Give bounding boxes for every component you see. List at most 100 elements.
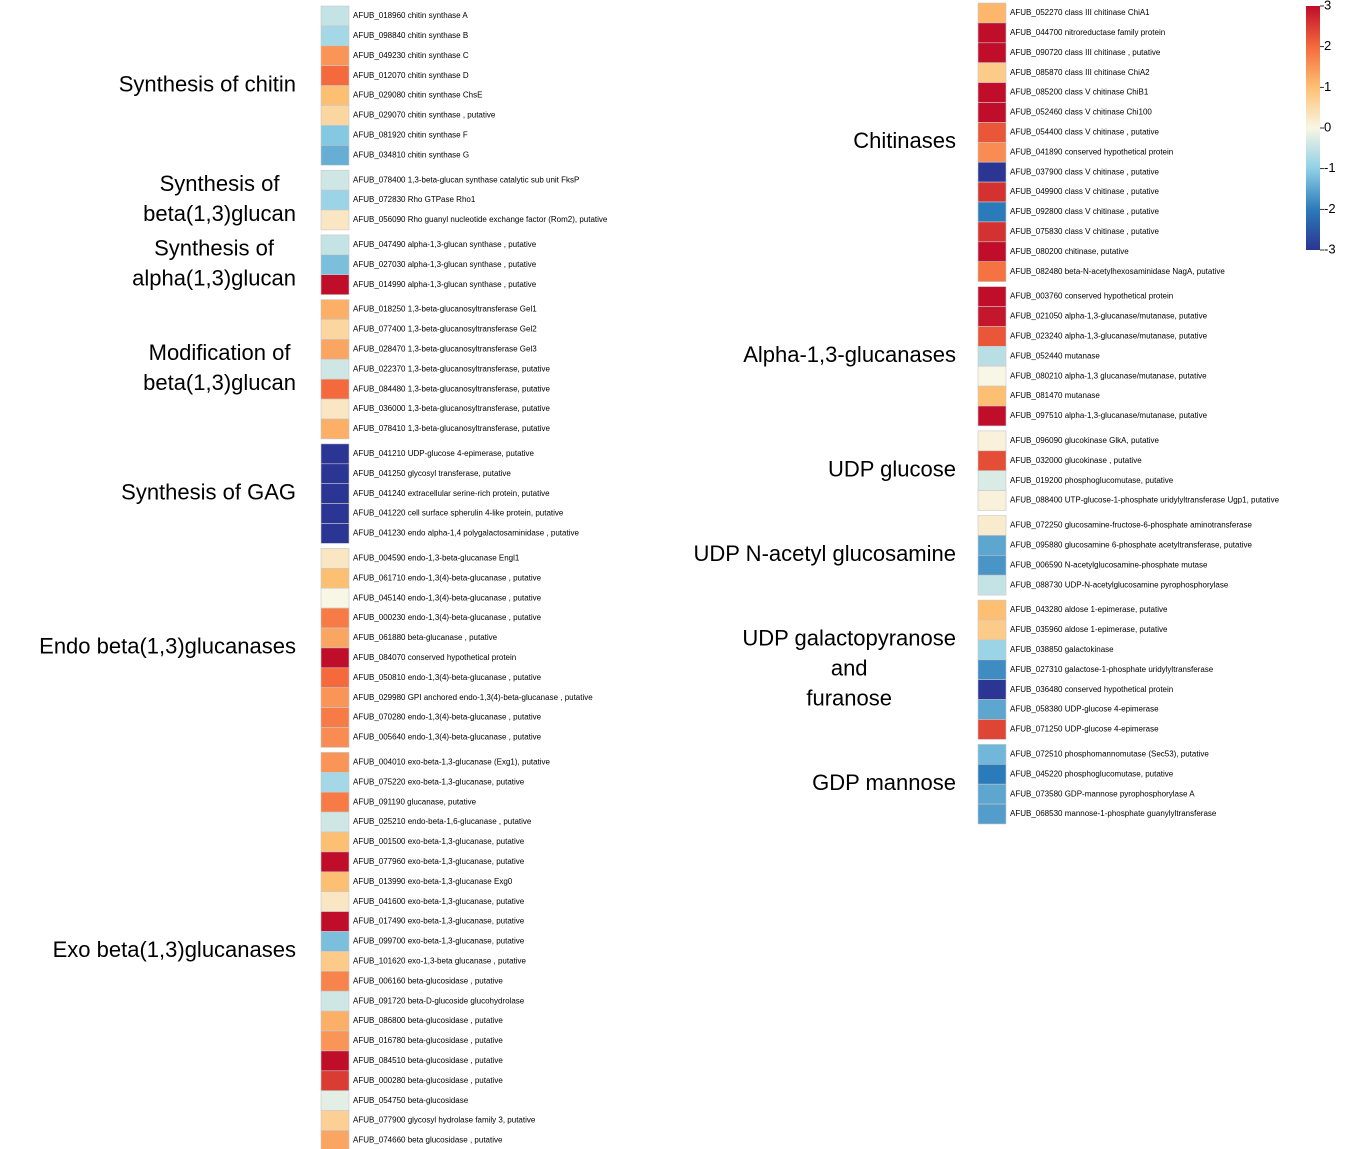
row-label: AFUB_004590 endo-1,3-beta-glucanase Engl…: [353, 553, 520, 562]
row-label: AFUB_003760 conserved hypothetical prote…: [1010, 292, 1173, 301]
heat-cell: [977, 405, 1007, 427]
row-label: AFUB_014990 alpha-1,3-glucan synthase , …: [353, 280, 537, 289]
heat-cell: [977, 515, 1007, 536]
row-label: AFUB_099700 exo-beta-1,3-glucanase, puta…: [353, 937, 525, 946]
row-label: AFUB_005640 endo-1,3(4)-beta-glucanase ,…: [353, 733, 542, 742]
row-label: AFUB_056090 Rho guanyl nucleotide exchan…: [353, 215, 608, 224]
heat-cell: [320, 105, 350, 126]
row-label: AFUB_049230 chitin synthase C: [353, 51, 469, 60]
row-label: AFUB_052440 mutanase: [1010, 351, 1100, 360]
heat-cell: [320, 707, 350, 728]
row-label: AFUB_034810 chitin synthase G: [353, 150, 469, 159]
heat-cell: [977, 82, 1007, 103]
row-label: AFUB_075220 exo-beta-1,3-glucanase, puta…: [353, 777, 525, 786]
row-label: AFUB_072510 phosphomannomutase (Sec53), …: [1010, 749, 1209, 758]
group-title: GDP mannose: [812, 770, 956, 795]
heat-cell: [977, 62, 1007, 83]
row-label: AFUB_081470 mutanase: [1010, 391, 1100, 400]
heat-cell: [320, 254, 350, 276]
heat-cell: [320, 990, 350, 1012]
heat-cell: [320, 911, 350, 932]
heat-cell: [320, 1030, 350, 1052]
heat-cell: [320, 752, 350, 773]
row-label: AFUB_078410 1,3-beta-glucanosyltransfera…: [353, 424, 551, 433]
row-label: AFUB_074660 beta glucosidase , putative: [353, 1136, 503, 1145]
heat-cell: [977, 161, 1007, 183]
heat-cell: [977, 430, 1007, 452]
row-label: AFUB_000230 endo-1,3(4)-beta-glucanase ,…: [353, 613, 542, 622]
row-label: AFUB_097510 alpha-1,3-glucanase/mutanase…: [1010, 411, 1208, 420]
heat-cell: [320, 358, 350, 380]
heat-cell: [320, 85, 350, 106]
row-label: AFUB_084480 1,3-beta-glucanosyltransfera…: [353, 384, 551, 393]
heat-cell: [320, 209, 350, 231]
heat-cell: [977, 221, 1007, 243]
heat-cell: [977, 744, 1007, 765]
heat-cell: [977, 699, 1007, 720]
row-label: AFUB_037900 class V chitinase , putative: [1010, 167, 1160, 176]
heat-cell: [320, 970, 350, 992]
row-label: AFUB_088400 UTP-glucose-1-phosphate urid…: [1010, 496, 1280, 505]
row-label: AFUB_091190 glucanase, putative: [353, 797, 477, 806]
heat-cell: [320, 339, 350, 360]
row-label: AFUB_032000 glucokinase , putative: [1010, 456, 1142, 465]
colorbar-tick-label: -2: [1324, 201, 1336, 216]
group-title: Synthesis of: [160, 171, 281, 196]
heat-cell: [977, 535, 1007, 556]
row-label: AFUB_028470 1,3-beta-glucanosyltransfera…: [353, 344, 537, 353]
group-title: alpha(1,3)glucan: [132, 266, 296, 291]
row-label: AFUB_052270 class III chitinase ChiA1: [1010, 8, 1150, 17]
row-label: AFUB_101620 exo-1,3-beta glucanase , put…: [353, 956, 527, 965]
row-label: AFUB_029980 GPI anchored endo-1,3(4)-bet…: [353, 693, 593, 702]
group-title: beta(1,3)glucan: [143, 201, 296, 226]
row-label: AFUB_018250 1,3-beta-glucanosyltransfera…: [353, 305, 537, 314]
heat-cell: [320, 831, 350, 853]
row-label: AFUB_021050 alpha-1,3-glucanase/mutanase…: [1010, 312, 1208, 321]
group-title: UDP galactopyranose: [742, 626, 956, 651]
heat-cell: [320, 274, 350, 295]
row-label: AFUB_029080 chitin synthase ChsE: [353, 91, 482, 100]
row-label: AFUB_004010 exo-beta-1,3-glucanase (Exg1…: [353, 757, 551, 766]
row-label: AFUB_041210 UDP-glucose 4-epimerase, put…: [353, 449, 535, 458]
colorbar-tick-label: -1: [1324, 160, 1336, 175]
row-label: AFUB_013990 exo-beta-1,3-glucanase Exg0: [353, 877, 513, 886]
row-label: AFUB_080210 alpha-1,3 glucanase/mutanase…: [1010, 371, 1207, 380]
row-label: AFUB_077900 glycosyl hydrolase family 3,…: [353, 1116, 536, 1125]
group-title: furanose: [806, 686, 892, 711]
heat-cell: [320, 189, 350, 211]
row-label: AFUB_035960 aldose 1-epimerase, putative: [1010, 625, 1168, 634]
heat-cell: [320, 299, 350, 320]
heat-cell: [977, 201, 1007, 223]
row-label: AFUB_012070 chitin synthase D: [353, 71, 469, 80]
row-label: AFUB_077960 exo-beta-1,3-glucanase, puta…: [353, 857, 525, 866]
colorbar: [1306, 6, 1320, 250]
row-label: AFUB_041250 glycosyl transferase, putati…: [353, 469, 511, 478]
heat-cell: [320, 627, 350, 649]
heat-cell: [977, 783, 1007, 805]
row-label: AFUB_045220 phosphoglucomutase, putative: [1010, 769, 1174, 778]
row-label: AFUB_054400 class V chitinase , putative: [1010, 127, 1160, 136]
heat-cell: [320, 319, 350, 340]
group-title: Synthesis of GAG: [121, 479, 296, 504]
row-label: AFUB_096090 glucokinase GlkA, putative: [1010, 436, 1160, 445]
heat-cell: [320, 951, 350, 972]
heat-cell: [977, 306, 1007, 327]
heat-cell: [977, 345, 1007, 367]
row-label: AFUB_085200 class V chitinase ChiB1: [1010, 88, 1149, 97]
row-label: AFUB_041230 endo alpha-1,4 polygalactosa…: [353, 529, 579, 538]
row-label: AFUB_041600 exo-beta-1,3-glucanase, puta…: [353, 897, 525, 906]
row-label: AFUB_022370 1,3-beta-glucanosyltransfera…: [353, 364, 551, 373]
row-label: AFUB_000280 beta-glucosidase , putative: [353, 1076, 503, 1085]
heat-cell: [977, 490, 1007, 511]
heat-cell: [977, 22, 1007, 44]
colorbar-tick-label: 0: [1324, 119, 1331, 134]
row-label: AFUB_027030 alpha-1,3-glucan synthase , …: [353, 260, 537, 269]
heat-cell: [320, 234, 350, 256]
row-label: AFUB_090720 class III chitinase , putati…: [1010, 48, 1161, 57]
group-title: UDP glucose: [828, 457, 956, 482]
row-label: AFUB_027310 galactose-1-phosphate uridyl…: [1010, 665, 1214, 674]
row-label: AFUB_072830 Rho GTPase Rho1: [353, 195, 476, 204]
heat-cell: [320, 5, 350, 27]
heat-cell: [977, 181, 1007, 203]
